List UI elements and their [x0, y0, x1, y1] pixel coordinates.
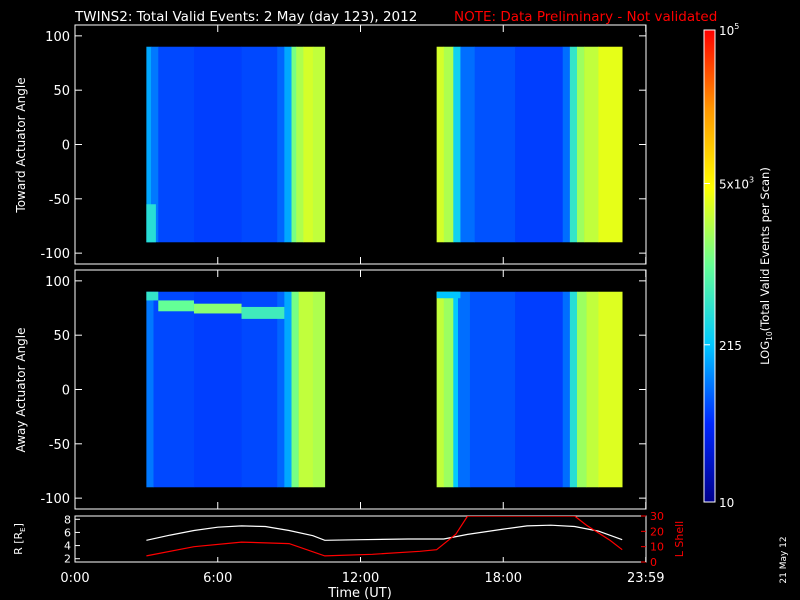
lshell-ytick-label: 30: [650, 510, 664, 523]
lshell-ylabel: L Shell: [673, 521, 686, 557]
colorbar-tick-label: 5x103: [719, 176, 754, 192]
toward-heatmap-column: [296, 46, 304, 243]
away-ytick-label: 0: [62, 384, 70, 399]
away-heatmap-column: [469, 291, 516, 488]
toward-heatmap-column: [284, 46, 292, 243]
away-heatmap-column: [569, 291, 578, 488]
away-heatmap-column: [562, 291, 571, 488]
lshell-ytick-label: 0: [650, 556, 657, 569]
plot-title: TWINS2: Total Valid Events: 2 May (day 1…: [74, 9, 417, 25]
colorbar: 10 215 5x103 105 LOG10(Total Valid Events p…: [703, 22, 774, 510]
away-ytick-label: 50: [53, 329, 70, 344]
radius-line: [146, 524, 623, 541]
away-ytick-label: -100: [40, 492, 70, 507]
away-heatmap-column: [458, 291, 471, 488]
toward-heatmap-column: [158, 46, 195, 243]
away-heatmap-column: [598, 291, 623, 488]
toward-ytick-label: -50: [49, 193, 70, 208]
away-heatmap-feature: [146, 291, 159, 301]
toward-angle-ylabel: Toward Actuator Angle: [14, 77, 28, 213]
away-heatmap-column: [291, 291, 299, 488]
toward-heatmap-column: [312, 46, 326, 243]
colorbar-label: LOG10(Total Valid Events per Scan): [758, 167, 774, 365]
toward-heatmap-feature: [146, 204, 156, 243]
away-heatmap-column: [298, 291, 314, 488]
toward-heatmap-column: [193, 46, 242, 243]
toward-angle-panel: 100 50 0 -50 -100 Toward Actuator Angle: [14, 24, 647, 265]
away-heatmap-column: [515, 291, 564, 488]
away-heatmap-column: [453, 291, 459, 488]
time-tick-label: 12:00: [342, 571, 379, 586]
away-heatmap-column: [277, 291, 285, 488]
toward-heatmap-column: [515, 46, 564, 243]
radius-ytick-label: 2: [64, 553, 71, 566]
time-axis-labels: 0:00 6:00 12:00 18:00 23:59: [60, 571, 664, 586]
away-heatmap-column: [436, 291, 445, 488]
toward-heatmap-column: [151, 46, 159, 243]
toward-heatmap-column: [291, 46, 297, 243]
away-heatmap-feature: [436, 291, 461, 299]
toward-heatmap-column: [146, 46, 152, 243]
colorbar-tick-label: 215: [719, 339, 742, 353]
away-heatmap-column: [443, 291, 454, 488]
away-heatmap-column: [153, 291, 195, 488]
away-heatmap-column: [586, 291, 599, 488]
away-heatmap-column: [577, 291, 587, 488]
away-ytick-label: -50: [49, 438, 70, 453]
away-heatmap-feature: [158, 300, 194, 312]
away-angle-ylabel: Away Actuator Angle: [14, 327, 28, 452]
colorbar-tick-label: 10: [719, 496, 734, 510]
toward-heatmap-column: [277, 46, 285, 243]
toward-heatmap-column: [460, 46, 475, 243]
toward-heatmap-column: [443, 46, 454, 243]
date-stamp: 21 May 12: [779, 536, 789, 583]
colorbar-tick-label: 105: [719, 22, 739, 38]
toward-heatmap-column: [598, 46, 623, 243]
preliminary-note: NOTE: Data Preliminary - Not validated: [454, 9, 717, 25]
away-angle-panel: 100 50 0 -50 -100 Away Actuator Angle: [14, 269, 647, 510]
radius-ytick-label: 6: [64, 526, 71, 539]
lshell-line: [146, 516, 623, 557]
time-tick-label: 0:00: [60, 571, 89, 586]
away-heatmap-column: [284, 291, 292, 488]
toward-heatmap-column: [241, 46, 278, 243]
lshell-ytick-label: 20: [650, 525, 664, 538]
away-heatmap-column: [193, 291, 242, 488]
toward-heatmap-column: [569, 46, 578, 243]
lshell-ytick-label: 10: [650, 541, 664, 554]
time-tick-label: 23:59: [627, 571, 664, 586]
away-heatmap-feature: [193, 303, 242, 314]
toward-heatmap-column: [453, 46, 461, 243]
toward-heatmap-column: [584, 46, 599, 243]
away-heatmap-feature: [241, 306, 285, 319]
toward-heatmap-column: [436, 46, 445, 243]
toward-heatmap-column: [577, 46, 585, 243]
time-tick-label: 18:00: [485, 571, 522, 586]
time-axis-title: Time (UT): [327, 586, 392, 600]
radius-ytick-label: 4: [64, 540, 71, 553]
radius-ylabel: R [RE]: [12, 523, 27, 555]
toward-heatmap-column: [303, 46, 314, 243]
toward-heatmap-column: [562, 46, 571, 243]
away-heatmap-column: [146, 291, 154, 488]
toward-ytick-label: -100: [40, 247, 70, 262]
away-heatmap-column: [312, 291, 326, 488]
away-heatmap-column: [241, 291, 278, 488]
away-ytick-label: 100: [45, 275, 70, 290]
toward-heatmap-column: [474, 46, 516, 243]
toward-ytick-label: 0: [62, 139, 70, 154]
colorbar-gradient: [703, 29, 716, 503]
radius-ytick-label: 8: [64, 513, 71, 526]
toward-ytick-label: 50: [53, 84, 70, 99]
toward-ytick-label: 100: [45, 30, 70, 45]
time-tick-label: 6:00: [203, 571, 232, 586]
